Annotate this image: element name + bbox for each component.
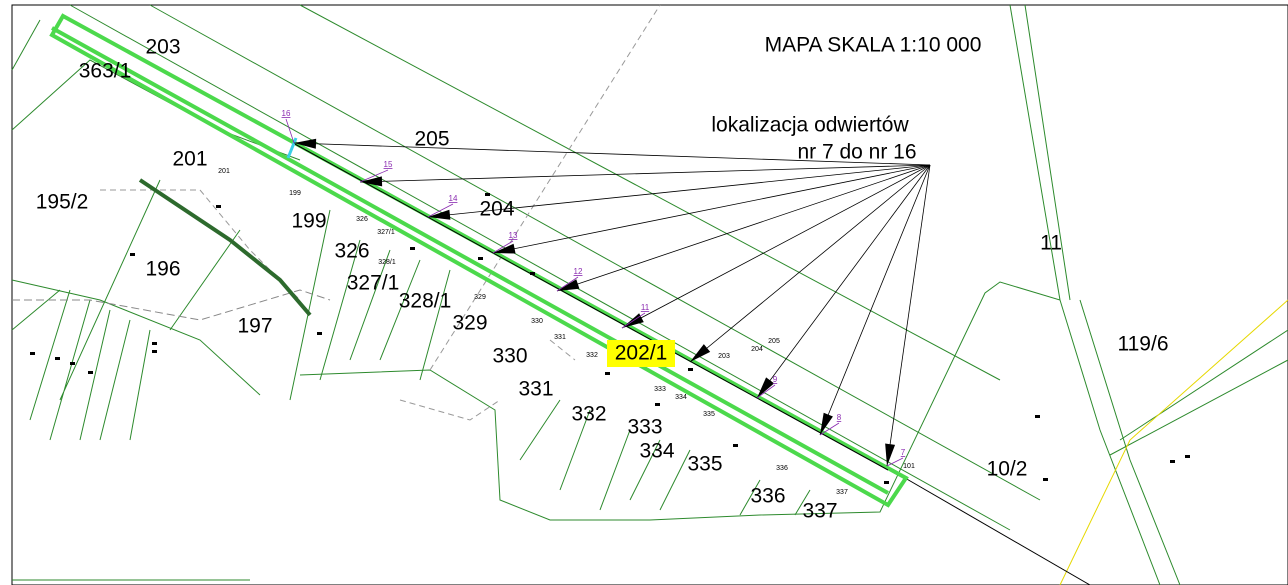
parcel-small-label: 330: [531, 318, 543, 325]
parcel-small-label: 203: [718, 353, 730, 360]
well-number: 14: [449, 194, 458, 203]
map-point: [70, 362, 75, 365]
parcel-small-label: 205: [768, 338, 780, 345]
parcel-label: 333: [627, 416, 662, 439]
parcel-small-label: 201: [218, 168, 230, 175]
parcel-label: 332: [571, 403, 606, 426]
map-point: [478, 257, 483, 260]
well-number: 13: [509, 231, 518, 240]
parcel-label: 196: [145, 258, 180, 281]
well-number: 15: [384, 160, 393, 169]
map-title: MAPA SKALA 1:10 000: [765, 34, 982, 57]
map-point: [88, 371, 93, 374]
parcel-label: 199: [291, 210, 326, 233]
parcel-label: 329: [452, 312, 487, 335]
parcel-small-label: 335: [703, 411, 715, 418]
parcel-small-label: 101: [903, 463, 915, 470]
parcel-small-label: 204: [751, 346, 763, 353]
annotation: nr 7 do nr 16: [797, 141, 916, 164]
map-point: [1043, 478, 1048, 481]
well-number: 16: [282, 109, 291, 118]
parcel-label: 331: [518, 378, 553, 401]
parcel-small-label: 337: [836, 489, 848, 496]
map-point: [152, 350, 157, 353]
parcel-small-label: 328/1: [378, 259, 396, 266]
parcel-small-label: 332: [586, 352, 598, 359]
parcel-label: 336: [750, 485, 785, 508]
parcel-label: 363/1: [79, 60, 132, 83]
map-point: [55, 357, 60, 360]
map-point: [605, 372, 610, 375]
well-number: 11: [641, 303, 650, 312]
parcel-label: 197: [237, 315, 272, 338]
parcel-label: 330: [492, 345, 527, 368]
map-point: [655, 403, 660, 406]
map-point: [152, 342, 157, 345]
parcel-label: 201: [172, 148, 207, 171]
parcel-label: 11: [1040, 232, 1062, 255]
map-point: [1170, 460, 1175, 463]
map-point: [317, 332, 322, 335]
map: MAPA SKALA 1:10 000 lokalizacja odwiertó…: [0, 0, 1288, 585]
map-point: [1035, 415, 1040, 418]
well-number: 12: [574, 267, 583, 276]
map-point: [733, 444, 738, 447]
map-point: [884, 481, 889, 484]
parcel-small-label: 331: [554, 334, 566, 341]
parcel-label: 203: [145, 36, 180, 59]
well-number: 7: [901, 448, 906, 457]
parcel-label: 195/2: [36, 191, 89, 214]
parcel-small-label: 199: [289, 190, 301, 197]
map-point: [688, 368, 693, 371]
map-point: [130, 253, 135, 256]
parcel-label: 205: [414, 128, 449, 151]
parcel-label: 335: [687, 453, 722, 476]
parcel-label: 337: [802, 500, 837, 523]
parcel-small-label: 333: [654, 386, 666, 393]
parcel-small-label: 334: [675, 394, 687, 401]
parcel-small-label: 326: [356, 216, 368, 223]
highlight-label: 202/1: [615, 342, 668, 365]
map-point: [530, 272, 535, 275]
parcel-label: 334: [639, 440, 674, 463]
map-point: [1185, 455, 1190, 458]
map-point: [216, 205, 221, 208]
parcel-label: 119/6: [1118, 333, 1169, 356]
parcel-label: 327/1: [347, 272, 400, 295]
parcel-small-label: 336: [776, 465, 788, 472]
parcel-small-label: 329: [474, 294, 486, 301]
parcel-label: 326: [334, 240, 369, 263]
map-point: [410, 247, 415, 250]
annotation: lokalizacja odwiertów: [711, 114, 909, 137]
parcel-label: 328/1: [399, 290, 452, 313]
well-number: 8: [837, 413, 842, 422]
parcel-label: 10/2: [987, 458, 1028, 481]
well-number: 9: [773, 375, 778, 384]
map-point: [485, 193, 490, 196]
map-point: [30, 352, 35, 355]
parcel-label: 204: [479, 198, 514, 221]
parcel-small-label: 327/1: [377, 229, 395, 236]
